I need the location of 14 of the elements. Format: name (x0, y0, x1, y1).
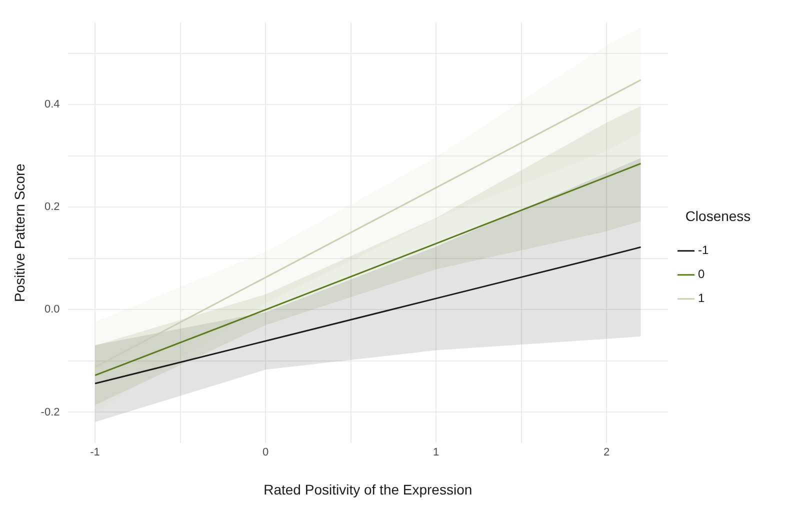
legend-title: Closeness (685, 208, 751, 224)
y-tick-label: 0.4 (44, 98, 60, 111)
x-tick-label: 2 (604, 446, 610, 459)
y-axis-title: Positive Pattern Score (11, 163, 28, 302)
y-tick-label: -0.2 (40, 406, 60, 418)
y-tick-label: 0.2 (44, 201, 60, 214)
y-tick-label: 0.0 (44, 304, 60, 316)
legend-label: 0 (698, 267, 705, 282)
legend-label: 1 (698, 291, 705, 306)
x-tick-label: 1 (433, 446, 440, 459)
x-tick-label: -1 (90, 446, 100, 459)
x-tick-label: 0 (262, 446, 269, 459)
x-axis-title: Rated Positivity of the Expression (264, 481, 472, 498)
legend-label: -1 (698, 243, 709, 258)
